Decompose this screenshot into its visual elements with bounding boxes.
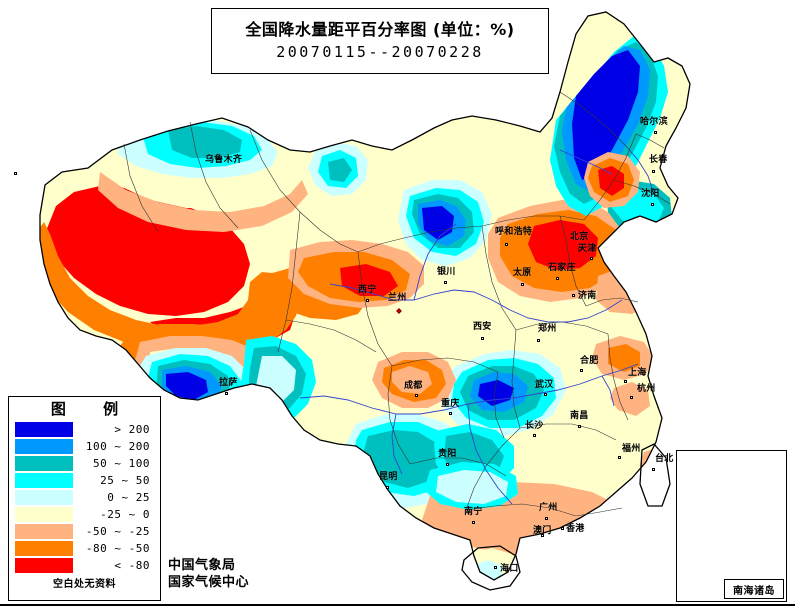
legend-swatch bbox=[15, 506, 73, 522]
legend-row: -25 ~ 0 bbox=[15, 506, 154, 523]
city-marker bbox=[544, 393, 547, 396]
legend-row: -50 ~ -25 bbox=[15, 523, 154, 540]
legend-label: 100 ~ 200 bbox=[85, 439, 150, 453]
legend-swatch bbox=[15, 540, 73, 556]
legend-rows: > 200 100 ~ 200 50 ~ 100 25 ~ 50 0 ~ 25 -25 ~… bbox=[9, 421, 160, 574]
attribution: 中国气象局 国家气候中心 bbox=[168, 557, 249, 591]
city-marker bbox=[14, 172, 17, 175]
city-marker bbox=[561, 527, 564, 530]
legend-swatch bbox=[15, 438, 73, 454]
legend-label: -80 ~ -50 bbox=[85, 541, 150, 555]
legend-swatch bbox=[15, 523, 73, 539]
legend-swatch bbox=[15, 455, 73, 471]
legend-row: 0 ~ 25 bbox=[15, 489, 154, 506]
city-marker bbox=[533, 434, 536, 437]
city-marker bbox=[580, 369, 583, 372]
legend-label: 50 ~ 100 bbox=[93, 456, 150, 470]
city-marker bbox=[572, 294, 575, 297]
city-marker bbox=[652, 468, 655, 471]
map-title-box: 全国降水量距平百分率图 (单位：%) 20070115--20070228 bbox=[211, 8, 549, 74]
map-date-range: 20070115--20070228 bbox=[276, 42, 484, 61]
city-marker bbox=[494, 566, 497, 569]
attribution-center: 国家气候中心 bbox=[168, 575, 250, 591]
city-marker bbox=[652, 170, 655, 173]
city-marker bbox=[449, 412, 452, 415]
city-marker bbox=[556, 277, 559, 280]
legend-label: < -80 bbox=[114, 558, 150, 572]
legend-row: > 200 bbox=[15, 421, 154, 438]
legend-label: 0 ~ 25 bbox=[107, 490, 150, 504]
attribution-agency: 中国气象局 bbox=[168, 558, 236, 573]
legend-label: 25 ~ 50 bbox=[100, 473, 150, 487]
legend-label: > 200 bbox=[114, 422, 150, 436]
city-marker bbox=[630, 396, 633, 399]
city-marker bbox=[537, 339, 540, 342]
legend-box: 图 例 > 200 100 ~ 200 50 ~ 100 25 ~ 50 0 ~ 25 -… bbox=[8, 396, 161, 601]
city-marker bbox=[472, 521, 475, 524]
legend-swatch bbox=[15, 557, 73, 573]
city-marker bbox=[446, 463, 449, 466]
city-marker bbox=[225, 392, 228, 395]
legend-label: -25 ~ 0 bbox=[100, 507, 150, 521]
city-marker bbox=[618, 456, 621, 459]
legend-row: 50 ~ 100 bbox=[15, 455, 154, 472]
legend-row: 100 ~ 200 bbox=[15, 438, 154, 455]
legend-label: -50 ~ -25 bbox=[85, 524, 150, 538]
south-china-sea-inset: 南海诸岛 bbox=[676, 450, 787, 602]
city-marker bbox=[545, 517, 548, 520]
legend-swatch bbox=[15, 421, 73, 437]
city-marker bbox=[654, 131, 657, 134]
rivers-layer bbox=[299, 145, 655, 505]
city-marker bbox=[505, 243, 508, 246]
legend-row: -80 ~ -50 bbox=[15, 540, 154, 557]
legend-heading: 图 例 bbox=[50, 400, 135, 418]
national-boundary bbox=[39, 11, 691, 591]
legend-row: 25 ~ 50 bbox=[15, 472, 154, 489]
city-marker bbox=[521, 283, 524, 286]
city-marker bbox=[624, 380, 627, 383]
city-marker bbox=[444, 281, 447, 284]
map-title: 全国降水量距平百分率图 (单位：%) bbox=[245, 19, 515, 39]
city-marker bbox=[578, 425, 581, 428]
city-marker bbox=[481, 337, 484, 340]
inset-label: 南海诸岛 bbox=[724, 579, 784, 599]
provincial-boundaries bbox=[123, 91, 671, 517]
city-marker bbox=[386, 486, 389, 489]
legend-swatch bbox=[15, 472, 73, 488]
legend-swatch bbox=[15, 489, 73, 505]
city-marker bbox=[651, 203, 654, 206]
legend-footnote: 空白处无资料 bbox=[53, 578, 116, 590]
city-marker bbox=[366, 299, 369, 302]
legend-row: < -80 bbox=[15, 557, 154, 574]
city-marker bbox=[590, 257, 593, 260]
bottom-rule bbox=[0, 604, 795, 606]
city-marker bbox=[415, 394, 418, 397]
city-marker bbox=[541, 534, 544, 537]
